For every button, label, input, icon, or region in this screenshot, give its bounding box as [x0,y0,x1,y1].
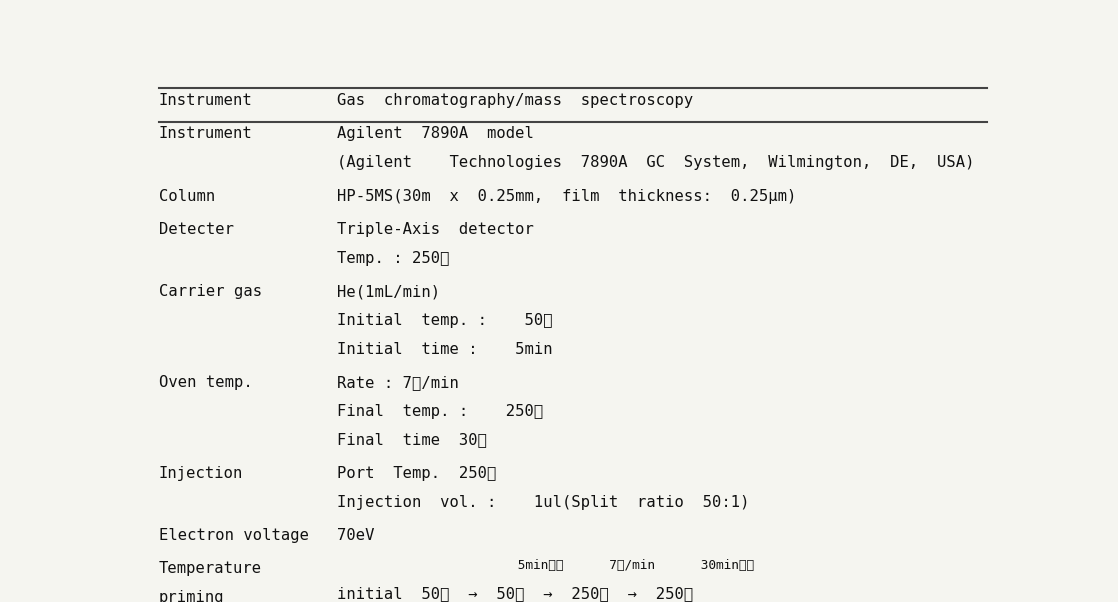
Text: 70eV: 70eV [338,528,375,543]
Text: Oven temp.: Oven temp. [159,375,253,390]
Text: Instrument: Instrument [159,126,253,141]
Text: Initial  time :    5min: Initial time : 5min [338,341,553,356]
Text: Detecter: Detecter [159,222,234,237]
Text: Rate : 7℃/min: Rate : 7℃/min [338,375,459,390]
Text: Final  time  30℃: Final time 30℃ [338,432,487,447]
Text: Electron voltage: Electron voltage [159,528,309,543]
Text: Carrier gas: Carrier gas [159,284,262,299]
Text: Temp. : 250℃: Temp. : 250℃ [338,250,449,265]
Text: Gas  chromatography/mass  spectroscopy: Gas chromatography/mass spectroscopy [338,93,693,108]
Text: Temperature: Temperature [159,561,262,576]
Text: He(1mL/min): He(1mL/min) [338,284,440,299]
Text: priming: priming [159,590,225,602]
Text: Agilent  7890A  model: Agilent 7890A model [338,126,534,141]
Text: initial  50℃  →  50℃  →  250℃  →  250℃: initial 50℃ → 50℃ → 250℃ → 250℃ [338,586,693,601]
Text: Final  temp. :    250℃: Final temp. : 250℃ [338,404,543,418]
Text: Injection  vol. :    1ul(Split  ratio  50:1): Injection vol. : 1ul(Split ratio 50:1) [338,494,750,509]
Text: Initial  temp. :    50℃: Initial temp. : 50℃ [338,313,553,328]
Text: Instrument: Instrument [159,93,253,108]
Text: Triple-Axis  detector: Triple-Axis detector [338,222,534,237]
Text: (Agilent    Technologies  7890A  GC  System,  Wilmington,  DE,  USA): (Agilent Technologies 7890A GC System, W… [338,155,975,170]
Text: Port  Temp.  250℃: Port Temp. 250℃ [338,466,496,481]
Text: HP-5MS(30m  x  0.25mm,  film  thickness:  0.25μm): HP-5MS(30m x 0.25mm, film thickness: 0.2… [338,188,797,203]
Text: 5min유지      7℃/min      30min유지: 5min유지 7℃/min 30min유지 [411,559,754,572]
Text: Injection: Injection [159,466,244,481]
Text: Column: Column [159,188,215,203]
